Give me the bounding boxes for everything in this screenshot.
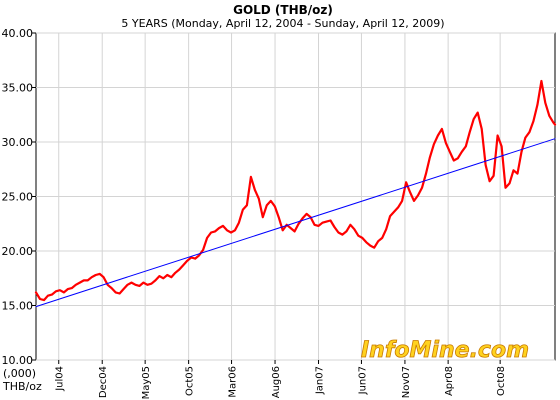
chart-title: GOLD (THB/oz) bbox=[233, 3, 333, 17]
y-unit-label-line2: THB/oz bbox=[2, 380, 42, 393]
y-tick-label: 15.00 bbox=[2, 300, 34, 313]
x-tick-label: Jul04 bbox=[55, 366, 66, 392]
x-tick-label: Oct05 bbox=[185, 366, 196, 396]
trend-line bbox=[35, 138, 556, 308]
y-tick-label: 30.00 bbox=[2, 136, 34, 149]
x-tick-label: Dec04 bbox=[98, 366, 109, 398]
y-tick-label: 25.00 bbox=[2, 191, 34, 204]
y-tick-label: 35.00 bbox=[2, 82, 34, 95]
infomine-watermark: InfoMine.com bbox=[361, 338, 530, 364]
y-tick-label: 10.00 bbox=[2, 354, 34, 367]
plot-area: 10.00 15.00 20.00 25.00 30.00 35.00 40.00 Jul04… bbox=[2, 27, 557, 399]
x-tick-label: May05 bbox=[141, 366, 152, 399]
gold-price-line bbox=[34, 79, 557, 302]
x-tick-label: Aug06 bbox=[271, 366, 282, 398]
y-unit-label-line1: (,000) bbox=[3, 367, 36, 380]
watermark-domain-text: .com bbox=[470, 338, 529, 363]
watermark-brand-text: InfoMine bbox=[361, 338, 470, 363]
y-tick-label: 40.00 bbox=[2, 27, 34, 40]
chart-subtitle: 5 YEARS (Monday, April 12, 2004 - Sunday… bbox=[121, 17, 444, 30]
x-tick-label: Jan07 bbox=[315, 366, 326, 395]
x-tick-label: Nov07 bbox=[401, 366, 412, 398]
x-tick-label: Apr08 bbox=[444, 366, 455, 396]
x-tick-label: Mar06 bbox=[228, 366, 239, 398]
x-tick-label: Oct08 bbox=[496, 366, 507, 396]
y-tick-label: 20.00 bbox=[2, 245, 34, 258]
svg-text:InfoMine.com: InfoMine.com bbox=[361, 338, 529, 363]
x-tick-label: Jun07 bbox=[357, 366, 368, 395]
